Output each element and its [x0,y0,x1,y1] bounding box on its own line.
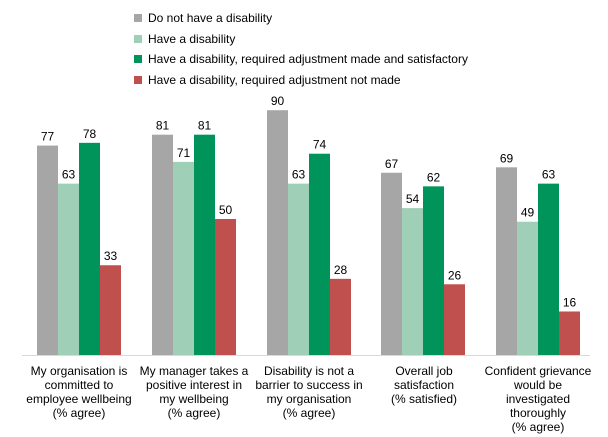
bar-s1-c2 [288,183,309,355]
data-label-s2-c1: 81 [198,119,212,133]
bar-s3-c3 [444,284,465,355]
category-label-1-line-1: positive interest in [145,378,243,392]
bar-s3-c4 [559,311,580,355]
bar-s0-c0 [37,145,58,355]
category-label-2: Disability is not a barrier to success in… [247,364,371,420]
bar-s2-c1 [194,134,215,355]
data-label-s3-c3: 26 [448,268,462,282]
data-label-s2-c3: 62 [427,170,441,184]
category-label-4-line-2: investigated [505,392,571,406]
data-label-s0-c0: 77 [41,130,55,144]
data-label-s1-c4: 49 [521,206,535,220]
data-label-s1-c2: 63 [292,168,306,182]
bar-s0-c3 [381,172,402,355]
data-label-s0-c2: 90 [271,94,285,108]
data-label-s1-c3: 54 [406,192,420,206]
legend-item-3: Have a disability, required adjustment n… [134,70,468,91]
bar-s3-c2 [330,278,351,355]
bar-s1-c4 [517,221,538,355]
data-label-s2-c2: 74 [313,138,327,152]
bar-s0-c1 [152,134,173,355]
category-label-2-line-2: my organisation [266,392,352,406]
bar-s0-c2 [267,110,288,355]
data-label-s0-c4: 69 [500,151,514,165]
category-label-0-line-0: My organisation is [30,364,128,378]
category-label-0-line-2: employee wellbeing [26,392,132,406]
legend-swatch-2 [134,55,142,64]
bar-s2-c4 [538,183,559,355]
category-label-0: My organisation is committed to employee w… [17,364,141,420]
bar-s2-c3 [423,186,444,355]
legend-label-3: Have a disability, required adjustment n… [148,72,401,87]
category-label-1-line-2: my wellbeing [159,392,229,406]
bar-s2-c2 [309,153,330,355]
bar-s2-c0 [79,142,100,355]
bar-s1-c1 [173,161,194,355]
data-label-s0-c1: 81 [156,119,170,133]
bar-s3-c0 [100,265,121,355]
category-label-1-line-3: (% agree) [167,406,221,420]
category-label-1-line-0: My manager takes a [139,364,249,378]
legend-label-0: Do not have a disability [148,11,273,26]
legend-item-2: Have a disability, required adjustment m… [134,49,468,70]
category-label-4-line-4: (% agree) [511,420,565,434]
legend-item-0: Do not have a disability [134,8,468,29]
legend-label-1: Have a disability [148,31,236,46]
bar-s0-c4 [496,167,517,355]
data-label-s1-c1: 71 [177,146,191,160]
legend-swatch-3 [134,75,142,84]
category-label-3: Overall job satisfaction (% satisfied) [362,364,486,406]
data-label-s1-c0: 63 [62,168,76,182]
legend-label-2: Have a disability, required adjustment m… [148,52,468,67]
category-label-3-line-1: satisfaction [393,378,455,392]
category-label-4-line-3: thoroughly [509,406,567,420]
data-label-s3-c4: 16 [563,295,577,309]
category-label-3-line-0: Overall job [395,364,453,378]
category-label-2-line-1: barrier to success in [255,378,363,392]
data-label-s2-c0: 78 [83,127,97,141]
legend: Do not have a disability Have a disabilit… [134,8,468,90]
data-label-s3-c2: 28 [334,263,348,277]
data-label-s3-c0: 33 [104,249,118,263]
category-label-4: Confident grievance would be investigated t… [476,364,600,434]
category-label-0-line-1: committed to [44,378,114,392]
category-label-0-line-3: (% agree) [52,406,106,420]
category-label-2-line-3: (% agree) [282,406,336,420]
category-label-2-line-0: Disability is not a [263,364,355,378]
category-label-1: My manager takes a positive interest in my… [132,364,256,420]
bar-s1-c0 [58,183,79,355]
data-label-s0-c3: 67 [385,157,399,171]
legend-item-1: Have a disability [134,29,468,50]
legend-swatch-1 [134,34,142,43]
category-label-4-line-1: would be [513,378,563,392]
bar-s1-c3 [402,208,423,355]
bar-s3-c1 [215,219,236,355]
category-label-3-line-2: (% satisfied) [390,392,458,406]
data-label-s3-c1: 50 [219,203,233,217]
legend-swatch-0 [134,14,142,23]
category-label-4-line-0: Confident grievance [484,364,592,378]
data-label-s2-c4: 63 [542,168,556,182]
